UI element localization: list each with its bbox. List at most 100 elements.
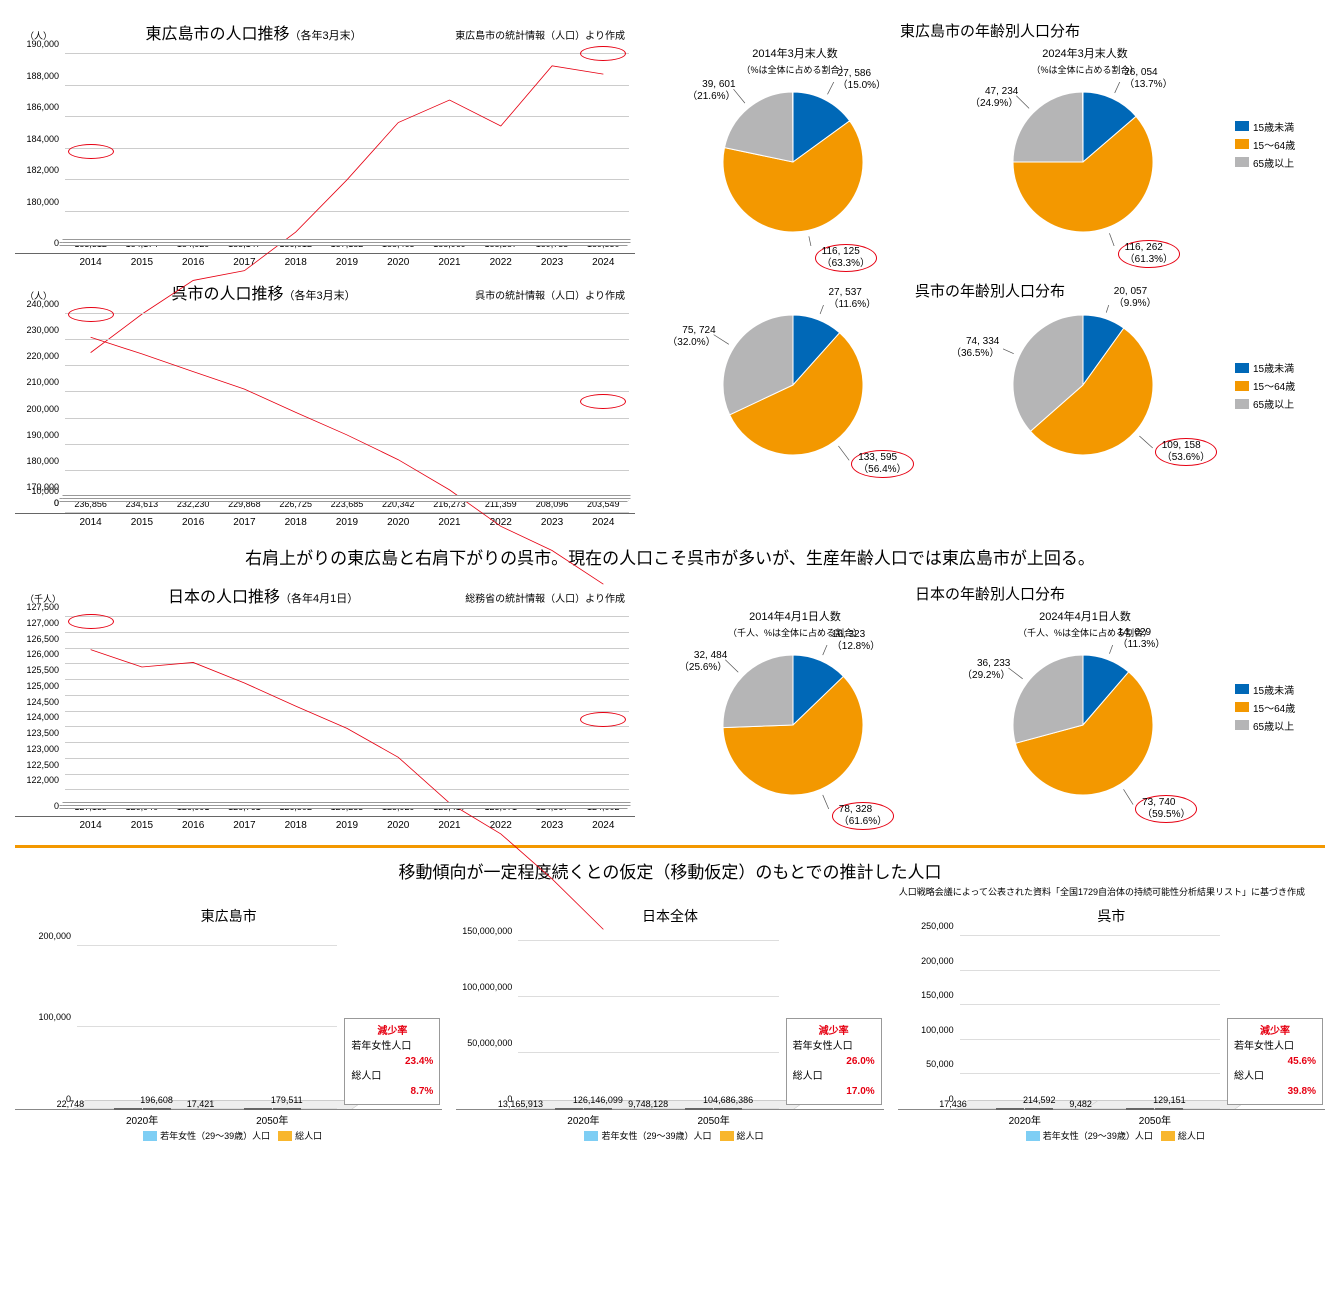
x-label: 2021 xyxy=(424,254,475,268)
legend-swatch xyxy=(1235,363,1249,373)
legend-swatch xyxy=(143,1131,157,1141)
y-tick: 200,000 xyxy=(26,404,59,414)
axis-break xyxy=(61,495,629,501)
legend-swatch xyxy=(1235,684,1249,694)
pie-chart xyxy=(713,645,877,809)
legend-swatch xyxy=(1235,381,1249,391)
y-tick: 200,000 xyxy=(921,956,954,966)
proj-bar-label: 9,482 xyxy=(1069,1099,1092,1109)
y-tick: 127,500 xyxy=(26,602,59,612)
projection-panel: 日本全体050,000,000100,000,000150,000,00013,… xyxy=(456,906,883,1142)
legend-item: 65歳以上 xyxy=(1235,718,1325,733)
pie-callout: 27, 537（11.6%） xyxy=(829,287,877,311)
chart-subtitle: （各年3月末） xyxy=(290,30,362,42)
y-tick: 125,000 xyxy=(26,681,59,691)
pie-block: 2024年4月1日人数（千人、%は全体に占める割合）14, 029（11.3%）… xyxy=(945,608,1225,809)
legend-item: 15歳未満 xyxy=(1235,360,1325,375)
y-tick: 0 xyxy=(54,801,59,811)
y-tick: 180,000 xyxy=(26,456,59,466)
pie-block: 27, 537（11.6%）133, 595（56.4%）75, 724（32.… xyxy=(655,305,935,469)
y-tick: 184,000 xyxy=(26,134,59,144)
y-tick: 122,500 xyxy=(26,760,59,770)
rate-box: 減少率 若年女性人口 23.4% 総人口 8.7% xyxy=(344,1018,440,1105)
pie-set-title: 呉市の年齢別人口分布 xyxy=(655,280,1325,301)
legend-label: 15歳未満 xyxy=(1253,119,1294,134)
legend-item: 65歳以上 xyxy=(1235,396,1325,411)
bar-chart-panel: （人） 呉市の人口推移（各年3月末） 呉市の統計情報（人口）より作成010,00… xyxy=(15,280,635,528)
rate-box: 減少率 若年女性人口 45.6% 総人口 39.8% xyxy=(1227,1018,1323,1105)
legend-swatch xyxy=(1235,121,1249,131)
y-tick: 182,000 xyxy=(26,165,59,175)
y-tick: 50,000,000 xyxy=(467,1038,512,1048)
projection-section-title: 移動傾向が一定程度続くとの仮定（移動仮定）のもとでの推計した人口 xyxy=(15,858,1325,883)
rate-title: 減少率 xyxy=(793,1024,875,1039)
x-label: 2020 xyxy=(373,514,424,528)
x-label: 2017 xyxy=(219,817,270,831)
x-label: 2020 xyxy=(373,817,424,831)
legend-swatch xyxy=(1235,702,1249,712)
x-label: 2024 xyxy=(578,817,629,831)
pie-callout: 16, 323（12.8%） xyxy=(832,629,880,653)
rate-title: 減少率 xyxy=(1234,1024,1316,1039)
rate-young: 23.4% xyxy=(351,1054,433,1069)
proj-bar-label: 104,686,386 xyxy=(703,1095,753,1105)
section-divider xyxy=(15,845,1325,848)
pie-callout: 47, 234（24.9%） xyxy=(970,86,1018,110)
chart-title: 日本の人口推移（各年4月1日） xyxy=(168,583,358,607)
legend-label: 65歳以上 xyxy=(1253,396,1294,411)
rate-total: 8.7% xyxy=(351,1084,433,1099)
y-tick: 188,000 xyxy=(26,71,59,81)
rate-young: 26.0% xyxy=(793,1054,875,1069)
chart-subtitle: （各年4月1日） xyxy=(280,593,358,605)
legend-label: 若年女性（29～39歳）人口 xyxy=(160,1131,270,1141)
pie-chart xyxy=(713,82,877,246)
bar-chart-panel: （人） 東広島市の人口推移（各年3月末） 東広島市の統計情報（人口）より作成18… xyxy=(15,20,635,268)
x-label: 2016 xyxy=(168,514,219,528)
x-label: 2018 xyxy=(270,817,321,831)
pie-callout: 116, 262（61.3%） xyxy=(1118,240,1180,268)
legend-label: 15歳未満 xyxy=(1253,682,1294,697)
rate-row: 若年女性人口 xyxy=(1234,1039,1316,1054)
legend-label: 65歳以上 xyxy=(1253,718,1294,733)
proj-bar-label: 22,748 xyxy=(57,1099,85,1109)
legend-item: 15～64歳 xyxy=(1235,378,1325,393)
pie-note: （%は全体に占める割合） xyxy=(945,63,1225,76)
legend-swatch xyxy=(1026,1131,1040,1141)
legend-label: 65歳以上 xyxy=(1253,155,1294,170)
projection-title: 呉市 xyxy=(898,906,1325,926)
y-tick: 124,000 xyxy=(26,712,59,722)
y-tick: 0 xyxy=(54,498,59,508)
proj-x-label: 2020年 xyxy=(77,1110,207,1127)
pie-note: （千人、%は全体に占める割合） xyxy=(655,626,935,639)
projection-panel: 呉市050,000100,000150,000200,000250,00017,… xyxy=(898,906,1325,1142)
axis-break xyxy=(61,239,629,245)
y-tick: 123,000 xyxy=(26,744,59,754)
pie-block: 2024年3月末人数（%は全体に占める割合）26, 054（13.7%）116,… xyxy=(945,45,1225,246)
pie-callout: 133, 595（56.4%） xyxy=(851,450,913,478)
x-label: 2015 xyxy=(116,514,167,528)
proj-x-label: 2050年 xyxy=(649,1110,779,1127)
pie-callout: 36, 233（29.2%） xyxy=(962,658,1010,682)
x-label: 2024 xyxy=(578,254,629,268)
pie-callout: 75, 724（32.0%） xyxy=(667,325,715,349)
pie-note: （千人、%は全体に占める割合） xyxy=(945,626,1225,639)
legend-swatch xyxy=(278,1131,292,1141)
proj-bar-label: 17,436 xyxy=(939,1099,967,1109)
legend-swatch xyxy=(1235,157,1249,167)
x-label: 2014 xyxy=(65,254,116,268)
y-tick: 124,500 xyxy=(26,697,59,707)
chart-row: （千人） 日本の人口推移（各年4月1日） 総務省の統計情報（人口）より作成122… xyxy=(15,583,1325,831)
y-tick: 0 xyxy=(54,238,59,248)
pie-callout: 14, 029（11.3%） xyxy=(1118,627,1166,651)
x-label: 2014 xyxy=(65,514,116,528)
chart-source: 呉市の統計情報（人口）より作成 xyxy=(475,287,625,302)
legend-item: 65歳以上 xyxy=(1235,155,1325,170)
x-label: 2023 xyxy=(526,254,577,268)
pie-block: 20, 057（9.9%）109, 158（53.6%）74, 334（36.5… xyxy=(945,305,1225,469)
y-tick: 150,000,000 xyxy=(462,926,512,936)
x-label: 2017 xyxy=(219,254,270,268)
rate-total: 39.8% xyxy=(1234,1084,1316,1099)
legend-label: 総人口 xyxy=(295,1131,322,1141)
pie-callout: 116, 125（63.3%） xyxy=(815,244,877,272)
x-label: 2019 xyxy=(321,817,372,831)
